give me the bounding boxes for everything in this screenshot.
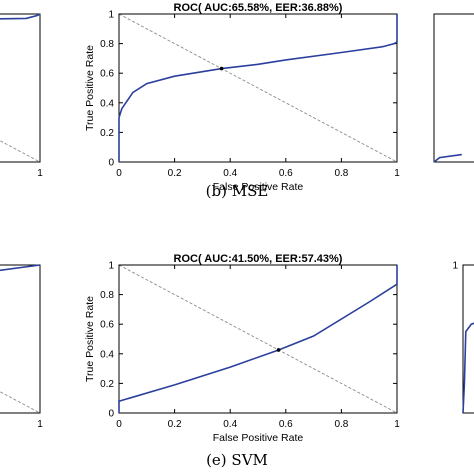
- chart-title: ROC( AUC:65.58%, EER:36.88%): [174, 2, 343, 14]
- y-tick-label: 0: [108, 409, 114, 420]
- y-tick-label: 0.2: [100, 379, 114, 390]
- y-tick-label: 0.8: [100, 290, 114, 301]
- roc-curve: [462, 322, 474, 414]
- plot-frame: [0, 264, 41, 414]
- x-axis-label: False Positive Rate: [213, 181, 304, 193]
- roc-panel-5: 0 0.2 0.4 0.6 0.8 1 0 0.2 0.4 0.6 0.8 1 ROC( AUC:41.…: [84, 253, 400, 469]
- roc-panel-6: 1: [452, 261, 474, 414]
- y-tick-label: 1: [452, 261, 458, 272]
- subfigure-caption: (e) SVM: [206, 451, 268, 469]
- subfigure-caption: (b) MSE: [206, 182, 269, 200]
- x-tick-label: 0.2: [168, 419, 182, 430]
- x-tick-label: 0.2: [168, 168, 182, 179]
- x-tick-label: 1: [394, 419, 400, 430]
- x-tick-label: 0.8: [334, 419, 348, 430]
- chance-diagonal: [118, 264, 398, 414]
- y-tick-label: 0: [108, 158, 114, 169]
- x-tick-label: 0: [116, 419, 122, 430]
- x-tick-label: 0.4: [223, 168, 237, 179]
- x-tick-label: 0.6: [279, 419, 293, 430]
- eer-marker: [219, 66, 224, 71]
- y-tick-label: 0.8: [100, 39, 114, 50]
- roc-panel-2: 0 0.2 0.4 0.6 0.8 1 0 0.2 0.4 0.6 0.8 1 ROC( AUC:65.…: [84, 2, 400, 200]
- x-tick-label: 0.8: [334, 168, 348, 179]
- y-tick-label: 1: [108, 261, 114, 272]
- y-tick-label: 0.6: [100, 320, 114, 331]
- y-tick-label: 0.6: [100, 69, 114, 80]
- y-axis-label: True Positive Rate: [84, 45, 96, 131]
- y-axis-label: True Positive Rate: [84, 296, 96, 382]
- chance-diagonal: [118, 13, 398, 163]
- plot-frame: [433, 13, 474, 163]
- plot-frame: [0, 13, 41, 163]
- x-tick-label: 0.6: [279, 168, 293, 179]
- roc-curve: [0, 13, 41, 20]
- eer-marker: [276, 348, 281, 352]
- y-tick-label: 0.2: [100, 128, 114, 139]
- roc-curve: [0, 264, 41, 272]
- plot-frame: [462, 264, 474, 414]
- x-axis-label: False Positive Rate: [213, 432, 304, 444]
- y-tick-label: 0.4: [100, 98, 114, 109]
- x-tick-label: 0.4: [223, 419, 237, 430]
- roc-curve: [433, 153, 462, 163]
- roc-panel-3: [433, 13, 474, 163]
- x-tick-label: 1: [394, 168, 400, 179]
- roc-panel-1: 1: [0, 13, 43, 179]
- y-tick-label: 1: [108, 10, 114, 21]
- roc-panel-4: 1: [0, 264, 43, 430]
- y-tick-label: 0.4: [100, 349, 114, 360]
- x-tick-label: 0: [116, 168, 122, 179]
- chart-title: ROC( AUC:41.50%, EER:57.43%): [174, 253, 343, 265]
- x-tick-label: 1: [37, 419, 43, 430]
- x-tick-label: 1: [37, 168, 43, 179]
